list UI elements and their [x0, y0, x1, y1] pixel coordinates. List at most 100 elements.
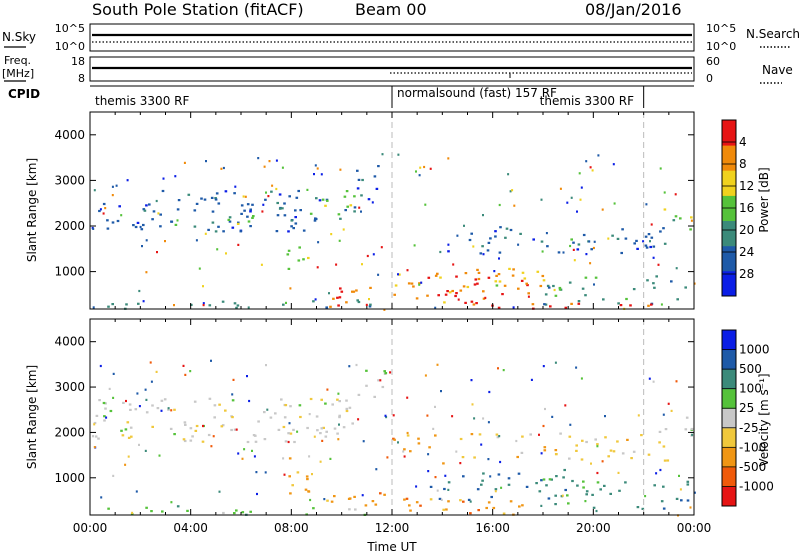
heatmap-cell [554, 361, 557, 364]
heatmap-cell [186, 509, 189, 512]
heatmap-cell [239, 230, 243, 233]
heatmap-cell [371, 500, 375, 503]
heatmap-cell [466, 285, 470, 289]
heatmap-cell [690, 216, 693, 219]
heatmap-cell [264, 198, 267, 201]
heatmap-cell [125, 399, 127, 403]
heatmap-cell [564, 404, 567, 407]
heatmap-cell [582, 486, 585, 489]
heatmap-cell [540, 504, 543, 507]
heatmap-cell [130, 435, 133, 438]
heatmap-cell [362, 440, 365, 443]
heatmap-cell [482, 472, 485, 475]
heatmap-cell [508, 267, 511, 270]
heatmap-cell [464, 301, 467, 304]
heatmap-cell [183, 161, 186, 164]
heatmap-cell [136, 392, 139, 395]
heatmap-cell [540, 479, 543, 482]
heatmap-cell [297, 259, 301, 262]
heatmap-cell [604, 436, 607, 439]
heatmap-cell [158, 454, 161, 457]
heatmap-cell [417, 437, 420, 440]
heatmap-cell [240, 204, 244, 207]
heatmap-cell [374, 503, 378, 506]
heatmap-cell [263, 411, 266, 414]
heatmap-cell [283, 214, 287, 217]
heatmap-cell [231, 416, 234, 419]
heatmap-cell [331, 403, 334, 406]
heatmap-cell [145, 411, 149, 414]
heatmap-cell [234, 185, 237, 188]
heatmap-cell [557, 251, 561, 254]
plot-title: South Pole Station (fitACF) [92, 0, 304, 19]
heatmap-cell [473, 456, 476, 459]
heatmap-cell [636, 506, 640, 509]
heatmap-cell [319, 432, 322, 435]
heatmap-cell [236, 222, 240, 225]
heatmap-cell [313, 435, 316, 438]
heatmap-cell [647, 233, 651, 236]
heatmap-cell [548, 478, 552, 481]
heatmap-cell [182, 438, 186, 441]
heatmap-cell [345, 399, 348, 402]
heatmap-cell [415, 170, 417, 173]
heatmap-cell [339, 287, 342, 290]
heatmap-cell [233, 192, 236, 195]
heatmap-cell [344, 209, 347, 212]
heatmap-cell [320, 173, 323, 176]
heatmap-cell [559, 187, 562, 190]
heatmap-cell [406, 431, 409, 435]
heatmap-cell [346, 205, 349, 208]
heatmap-cell [278, 193, 282, 196]
heatmap-cell [588, 240, 591, 243]
heatmap-cell [338, 296, 342, 299]
heatmap-cell [542, 424, 545, 428]
heatmap-cell [232, 378, 235, 381]
heatmap-cell [652, 245, 656, 248]
heatmap-cell [619, 304, 623, 307]
colorbar-tick-label: 8 [739, 157, 747, 171]
heatmap-cell [659, 167, 662, 170]
heatmap-cell [155, 370, 158, 373]
heatmap-cell [326, 499, 329, 502]
heatmap-cell [287, 267, 291, 270]
heatmap-cell [339, 217, 342, 220]
heatmap-cell [487, 276, 491, 279]
heatmap-cell [434, 434, 437, 437]
colorbar-swatch [722, 220, 736, 247]
heatmap-cell [517, 472, 521, 475]
heatmap-cell [111, 303, 114, 306]
heatmap-cell [355, 289, 358, 292]
colorbar-swatch [722, 466, 736, 487]
heatmap-cell [291, 484, 294, 487]
heatmap-cell [641, 507, 645, 510]
heatmap-cell [429, 485, 433, 488]
heatmap-cell [200, 197, 203, 200]
heatmap-cell [616, 237, 620, 240]
heatmap-cell [601, 208, 604, 211]
heatmap-cell [329, 457, 332, 460]
heatmap-cell [98, 399, 101, 402]
heatmap-cell [498, 251, 502, 254]
heatmap-cell [276, 214, 280, 217]
heatmap-cell [93, 423, 96, 426]
heatmap-cell [323, 498, 326, 501]
heatmap-cell [568, 457, 571, 460]
heatmap-cell [417, 442, 421, 445]
heatmap-cell [427, 453, 430, 456]
heatmap-cell [189, 370, 192, 373]
heatmap-cell [612, 450, 616, 453]
heatmap-cell [580, 458, 584, 461]
heatmap-cell [554, 294, 558, 297]
heatmap-cell [364, 504, 368, 507]
heatmap-cell [582, 233, 586, 237]
heatmap-cell [546, 245, 549, 248]
heatmap-cell [307, 256, 310, 260]
heatmap-cell [375, 187, 379, 190]
heatmap-cell [581, 287, 585, 290]
heatmap-cell [611, 234, 614, 237]
cpid-segment-label: normalsound (fast) 157 RF [397, 86, 557, 100]
nave-tick-bottom: 0 [706, 72, 713, 85]
heatmap-cell [235, 306, 238, 309]
heatmap-cell [495, 284, 499, 287]
